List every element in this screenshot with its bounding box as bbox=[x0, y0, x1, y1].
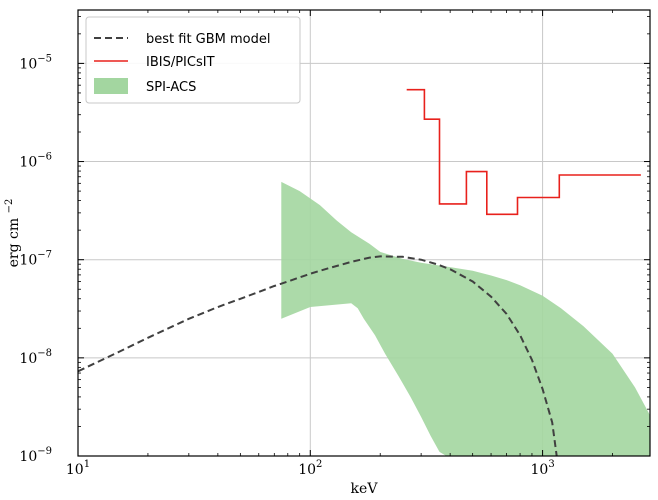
x-tick-label-base: 10 bbox=[298, 462, 316, 478]
y-tick-label-exponent: −5 bbox=[37, 53, 52, 64]
x-tick-label-base: 10 bbox=[66, 462, 84, 478]
spi-acs-band-layer bbox=[281, 181, 650, 456]
legend-box bbox=[85, 16, 301, 104]
plot-frame bbox=[77, 9, 651, 457]
y-tick-label: 10−9 bbox=[19, 446, 52, 465]
x-tick-label: 101 bbox=[66, 459, 90, 478]
y-tick-label-exponent: −8 bbox=[37, 348, 52, 359]
gbm-model-line bbox=[78, 255, 558, 456]
y-axis-label-exponent: −2 bbox=[4, 199, 15, 214]
y-tick-label-base: 10 bbox=[19, 449, 37, 465]
x-tick-label-exponent: 2 bbox=[316, 459, 322, 470]
y-tick-label: 10−5 bbox=[19, 53, 52, 72]
y-tick-label-exponent: −6 bbox=[37, 152, 52, 163]
x-tick-label-exponent: 1 bbox=[84, 459, 90, 470]
y-tick-label-base: 10 bbox=[19, 155, 37, 171]
x-axis-label: keV bbox=[351, 481, 379, 497]
ibis-picsit-step-line bbox=[406, 88, 641, 216]
y-axis-label-base: erg cm bbox=[6, 213, 22, 267]
y-tick-label-base: 10 bbox=[19, 351, 37, 367]
y-axis-label: erg cm −2 bbox=[4, 199, 22, 268]
legend-swatch-band bbox=[94, 78, 128, 94]
x-tick-label-base: 10 bbox=[530, 462, 548, 478]
legend-label: SPI-ACS bbox=[146, 80, 196, 95]
series-line-layer bbox=[78, 88, 641, 456]
legend: best fit GBM model IBIS/PICsIT SPI-ACS bbox=[85, 16, 301, 104]
legend-label: best fit GBM model bbox=[146, 32, 271, 47]
y-tick-label-base: 10 bbox=[19, 253, 37, 269]
y-tick-label-exponent: −9 bbox=[37, 446, 52, 457]
spi-acs-band bbox=[281, 181, 650, 456]
y-tick-label: 10−6 bbox=[19, 152, 52, 171]
y-tick-label-base: 10 bbox=[19, 56, 37, 72]
legend-label: IBIS/PICsIT bbox=[146, 55, 215, 70]
x-tick-label: 102 bbox=[298, 459, 322, 478]
y-tick-label: 10−8 bbox=[19, 348, 52, 367]
x-tick-label-exponent: 3 bbox=[548, 459, 554, 470]
y-tick-label-exponent: −7 bbox=[37, 250, 52, 261]
y-tick-label: 10−7 bbox=[19, 250, 52, 269]
x-tick-label: 103 bbox=[530, 459, 554, 478]
